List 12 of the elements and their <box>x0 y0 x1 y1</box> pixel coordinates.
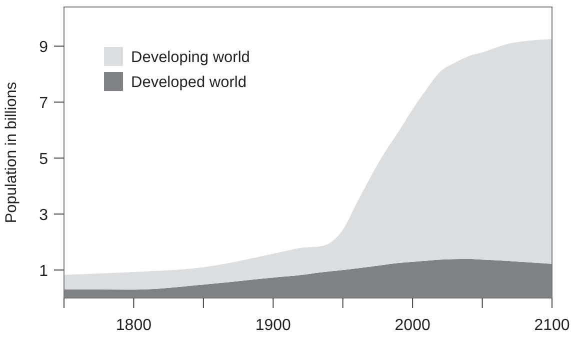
y-tick-label: 3 <box>39 207 48 224</box>
y-tick-label: 5 <box>39 151 48 168</box>
y-tick-label: 7 <box>39 95 48 112</box>
legend-label: Developed world <box>131 74 246 91</box>
x-tick-label: 2000 <box>394 317 430 334</box>
x-tick-label: 1900 <box>255 317 292 334</box>
y-tick-label: 1 <box>39 263 48 280</box>
legend-label: Developing world <box>131 49 250 66</box>
y-tick-label: 9 <box>39 39 48 56</box>
x-tick-label: 2100 <box>534 317 570 334</box>
x-tick-label: 1800 <box>116 317 152 334</box>
y-axis-title: Population in billions <box>3 82 20 224</box>
